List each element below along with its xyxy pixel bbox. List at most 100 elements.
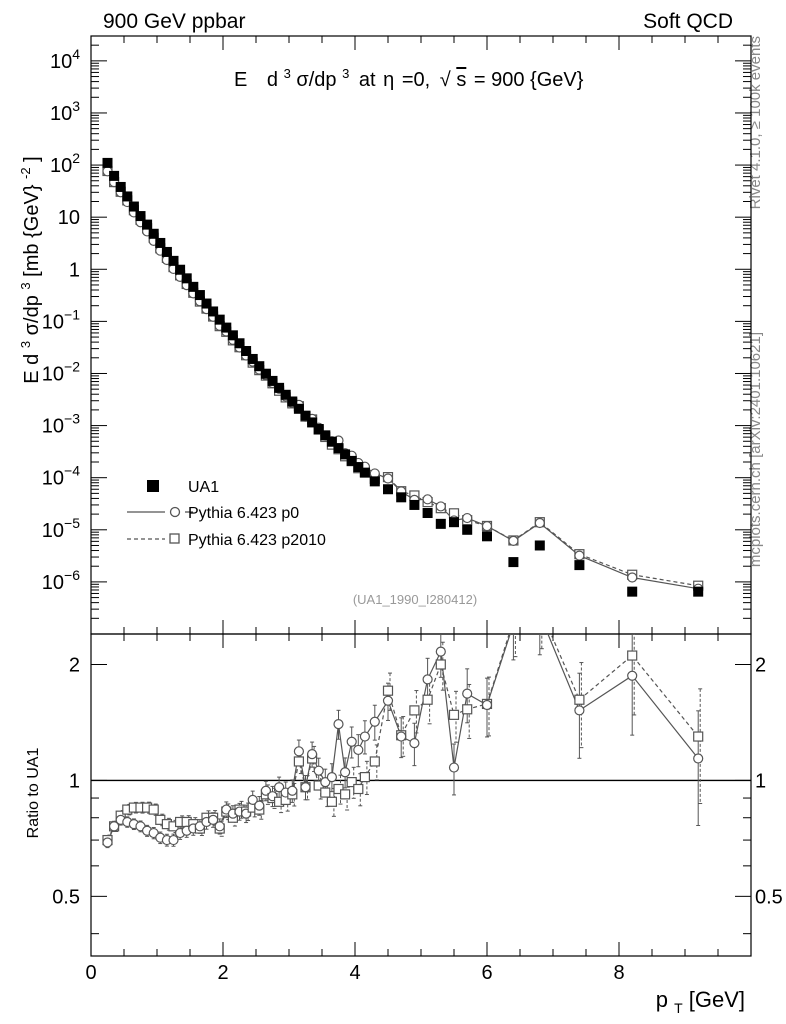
point-ua1: [148, 228, 159, 239]
y-tick-exponent: −1: [64, 306, 80, 322]
point-ua1: [115, 181, 126, 192]
ratio-point-p2010: [326, 796, 337, 807]
ratio-point-p0: [340, 767, 351, 778]
ratio-point-p0: [346, 736, 357, 747]
y-tick-base: 1: [69, 259, 80, 281]
point-ua1: [181, 273, 192, 284]
analysis-watermark: (UA1_1990_I280412): [353, 592, 477, 607]
point-ua1: [300, 410, 311, 421]
point-ua1: [313, 423, 324, 434]
ratio-point-p2010: [627, 650, 638, 661]
xlabel-part: [GeV]: [689, 987, 745, 1012]
ratio-point-p0: [320, 777, 331, 788]
legend-label-ua1: UA1: [188, 479, 219, 496]
main-marks: [102, 157, 704, 597]
point-ua1: [135, 211, 146, 222]
point-ua1: [241, 346, 252, 357]
plot-title: E d 3 σ/dp 3 at η =0, √ s = 900 {GeV}: [234, 61, 584, 91]
title-part: 3: [342, 66, 349, 81]
y-tick-exponent: −5: [64, 515, 80, 531]
point-ua1: [574, 560, 585, 571]
ratio-point-p0: [102, 837, 113, 848]
title-part: σ/dp: [296, 69, 336, 91]
point-p0: [435, 501, 446, 512]
point-ua1: [369, 476, 380, 487]
point-ua1: [221, 322, 232, 333]
point-ua1: [260, 368, 271, 379]
ratio-point-p0: [359, 731, 370, 742]
ratio-point-p0: [574, 705, 585, 716]
ratio-point-p0: [293, 746, 304, 757]
title-part: 3: [284, 66, 291, 81]
ratio-point-p0: [214, 821, 225, 832]
ratio-point-p0: [353, 744, 364, 756]
y-tick-base: 10: [50, 103, 72, 125]
x-axis-label: p T [GeV]: [656, 987, 745, 1018]
ratio-point-p0: [333, 719, 344, 730]
point-ua1: [188, 281, 199, 292]
ratio-point-p0: [448, 762, 460, 773]
point-ua1: [396, 492, 407, 503]
series-line-p0: [106, 170, 699, 590]
point-ua1: [208, 306, 219, 317]
point-ua1: [409, 499, 420, 510]
ratio-point-p2010: [346, 777, 357, 788]
ylabel-part: [mb {GeV}: [21, 184, 43, 277]
point-ua1: [333, 443, 344, 454]
y-tick-base: 10: [50, 155, 72, 177]
ratio-point-p0: [108, 821, 120, 832]
y-axis-label: E d 3 σ/dp 3 [mb {GeV} -2 ]: [13, 156, 43, 383]
ylabel-part: -2: [18, 167, 33, 179]
point-p0: [422, 494, 433, 505]
y-tick-label: 10−5: [42, 515, 80, 542]
header-right: Soft QCD: [643, 10, 733, 33]
ratio-point-p0: [247, 794, 258, 806]
y-tick-exponent: −4: [64, 463, 80, 479]
ylabel-part: 3: [18, 282, 33, 289]
point-ua1: [340, 449, 351, 460]
point-p0: [382, 473, 394, 484]
y-tick-label: 10−2: [42, 358, 80, 385]
point-ua1: [274, 382, 285, 393]
ylabel-part: E d: [21, 354, 43, 384]
point-ua1: [693, 586, 704, 597]
ratio-point-p2010: [574, 694, 585, 705]
ratio-point-p2010: [509, 616, 518, 625]
point-p0: [508, 535, 519, 547]
ratio-axes: 2 2 1 1 0.5 0.5: [52, 654, 783, 935]
title-part: E: [234, 69, 247, 91]
point-ua1: [287, 396, 298, 407]
ratio-point-p0: [481, 699, 493, 711]
point-p0: [481, 520, 493, 532]
x-tick-label: 0: [85, 962, 96, 984]
ratio-point-p2010: [340, 789, 351, 800]
ratio-point-p2010: [359, 772, 370, 783]
ratio-point-p2010: [369, 756, 380, 767]
header-left: 900 GeV ppbar: [103, 10, 245, 33]
ratio-point-p0: [300, 782, 311, 793]
point-ua1: [280, 389, 291, 400]
point-ua1: [128, 201, 139, 212]
point-ua1: [353, 462, 364, 473]
ylabel-part: ]: [21, 156, 43, 162]
point-ua1: [359, 467, 370, 478]
x-tick-label: 4: [349, 962, 360, 984]
title-part: =0,: [402, 69, 430, 91]
point-ua1: [449, 517, 459, 528]
y-tick-exponent: 2: [72, 150, 80, 166]
y-tick-exponent: −6: [64, 567, 80, 583]
title-part: at: [359, 69, 376, 91]
x-tick-label: 2: [217, 962, 228, 984]
x-tick-label: 6: [481, 962, 492, 984]
xlabel-part: p: [656, 987, 668, 1012]
xlabel-part: T: [674, 1000, 683, 1016]
legend-marker-ua1: [147, 480, 159, 492]
ratio-y-axis-label: Ratio to UA1: [25, 748, 42, 839]
point-ua1: [422, 508, 433, 519]
ratio-point-p0: [307, 749, 318, 760]
point-ua1: [267, 375, 278, 386]
y-tick-exponent: −3: [64, 411, 80, 427]
point-ua1: [307, 417, 318, 428]
ratio-point-p2010: [293, 756, 304, 767]
title-part: s: [456, 69, 466, 91]
